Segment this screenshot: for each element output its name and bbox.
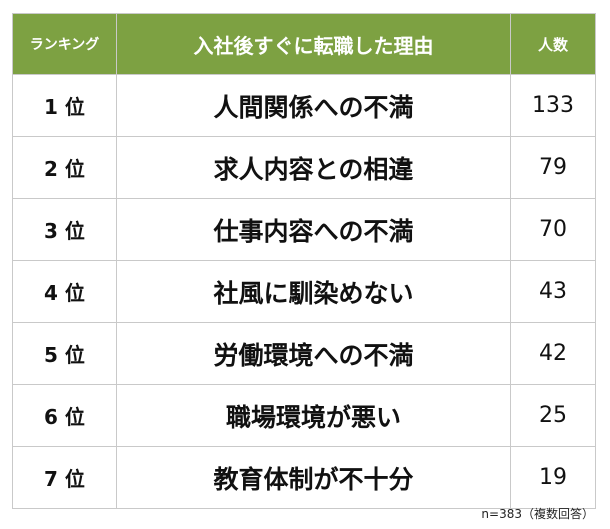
table-row: 6 位職場環境が悪い 25 [12, 384, 596, 447]
table-row: 7 位教育体制が不十分 19 [12, 446, 596, 509]
header-reason: 入社後すぐに転職した理由 [116, 13, 511, 75]
reason-cell: 労働環境への不満 [116, 322, 511, 385]
ranking-table: ランキング 入社後すぐに転職した理由 人数 1 位人間関係への不満 133 2 位求… [12, 13, 596, 509]
rank-cell: 1 位 [12, 74, 117, 137]
reason-cell: 教育体制が不十分 [116, 446, 511, 509]
reason-cell: 職場環境が悪い [116, 384, 511, 447]
count-cell: 79 [510, 136, 596, 199]
rank-cell: 6 位 [12, 384, 117, 447]
header-count: 人数 [510, 13, 596, 75]
count-cell: 42 [510, 322, 596, 385]
count-cell: 43 [510, 260, 596, 323]
table-header-row: ランキング 入社後すぐに転職した理由 人数 [12, 13, 596, 75]
rank-cell: 3 位 [12, 198, 117, 261]
table-row: 4 位社風に馴染めない 43 [12, 260, 596, 323]
table-row: 5 位労働環境への不満 42 [12, 322, 596, 385]
count-cell: 25 [510, 384, 596, 447]
table-body: 1 位人間関係への不満 133 2 位求人内容との相違 79 3 位仕事内容への不満 70… [12, 74, 596, 509]
table-row: 3 位仕事内容への不満 70 [12, 198, 596, 261]
count-cell: 70 [510, 198, 596, 261]
reason-cell: 人間関係への不満 [116, 74, 511, 137]
header-rank: ランキング [12, 13, 117, 75]
table-row: 2 位求人内容との相違 79 [12, 136, 596, 199]
rank-cell: 4 位 [12, 260, 117, 323]
rank-cell: 7 位 [12, 446, 117, 509]
reason-cell: 求人内容との相違 [116, 136, 511, 199]
rank-cell: 2 位 [12, 136, 117, 199]
table-row: 1 位人間関係への不満 133 [12, 74, 596, 137]
reason-cell: 仕事内容への不満 [116, 198, 511, 261]
rank-cell: 5 位 [12, 322, 117, 385]
count-cell: 19 [510, 446, 596, 509]
sample-note: n=383（複数回答） [481, 507, 594, 521]
reason-cell: 社風に馴染めない [116, 260, 511, 323]
count-cell: 133 [510, 74, 596, 137]
